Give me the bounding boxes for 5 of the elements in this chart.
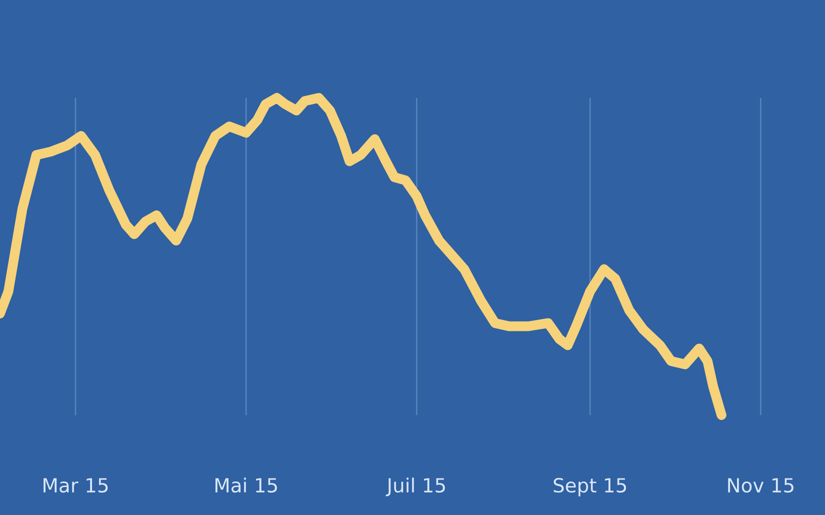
x-tick-label: Mai 15 xyxy=(216,478,277,493)
x-tick-label: Juil 15 xyxy=(386,478,445,496)
x-tick-label: Sept 15 xyxy=(554,478,626,496)
x-tick-label: Nov 15 xyxy=(728,478,794,493)
x-tick-label: Mar 15 xyxy=(44,478,108,493)
